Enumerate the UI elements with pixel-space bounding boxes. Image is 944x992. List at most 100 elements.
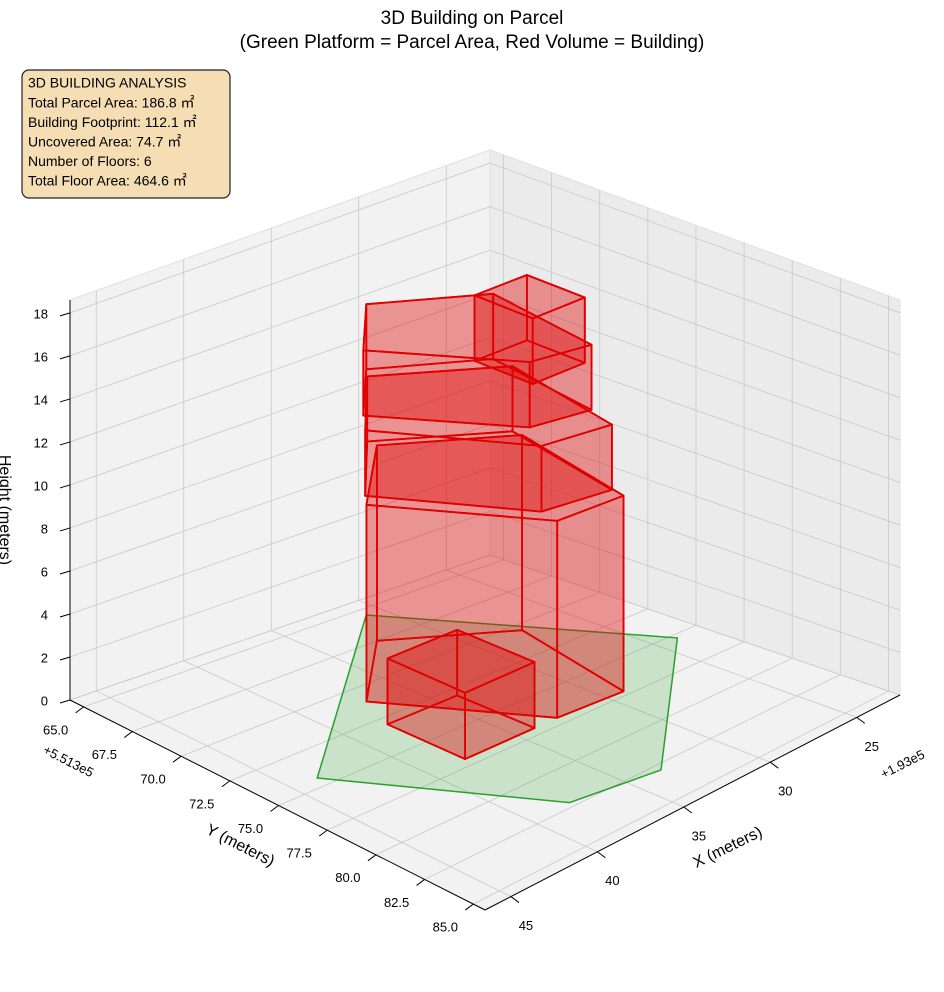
y-tick-label: 77.5 — [287, 846, 312, 861]
info-box — [21, 69, 231, 199]
z-axis-label: Height (meters) — [0, 455, 13, 565]
grid-line — [489, 467, 901, 611]
z-tick — [59, 441, 71, 446]
grid-line — [358, 599, 771, 763]
chart-subtitle: (Green Platform = Parcel Area, Red Volum… — [240, 32, 705, 53]
grid-line — [489, 423, 901, 568]
parcel — [316, 614, 679, 804]
building-volume — [365, 434, 625, 719]
info-line: Uncovered Area: 74.7 ㎡ — [28, 134, 181, 150]
y-tick — [318, 829, 328, 837]
grid-line — [446, 569, 857, 718]
grid-line — [489, 336, 901, 484]
volume-face — [386, 628, 536, 694]
chart-title: 3D Building on Parcel — [381, 8, 564, 29]
grid-line — [424, 674, 841, 880]
grid-line — [69, 336, 491, 486]
volume-face — [473, 274, 586, 320]
grid-line — [69, 380, 491, 529]
x-offset-label: +1.93e5 — [878, 747, 927, 782]
grid-line — [69, 162, 491, 314]
y-tick — [221, 780, 231, 788]
x-tick-label: 35 — [692, 828, 706, 843]
y-tick-label: 80.0 — [335, 870, 360, 885]
y-axis-line — [69, 699, 486, 911]
y-tick-label: 82.5 — [384, 895, 409, 910]
grid-line — [69, 511, 491, 658]
grid-line — [132, 575, 552, 732]
z-tick — [59, 484, 71, 489]
z-tick — [59, 398, 71, 403]
info-line: Number of Floors: 6 — [28, 153, 152, 169]
grid-line — [489, 380, 901, 526]
x-tick-label: 25 — [865, 739, 879, 754]
z-tick-label: 6 — [41, 564, 48, 579]
building-volume — [473, 274, 586, 385]
y-tick — [75, 706, 84, 714]
z-tick — [59, 527, 71, 532]
y-offset-label: +5.513e5 — [41, 742, 96, 780]
x-tick-label: 30 — [778, 784, 792, 799]
grid-line — [489, 554, 901, 696]
grid-line — [180, 592, 600, 757]
grid-line — [489, 162, 901, 314]
grid-line — [489, 293, 901, 441]
grid-line — [489, 249, 901, 399]
x-tick-label: 40 — [605, 873, 619, 888]
grid-line — [69, 249, 491, 400]
y-tick-label: 65.0 — [43, 722, 68, 737]
z-tick-label: 16 — [34, 349, 48, 364]
z-tick-label: 14 — [34, 392, 48, 407]
building-volume — [362, 292, 593, 429]
y-tick-label: 70.0 — [140, 772, 165, 787]
panes — [59, 149, 902, 911]
y-tick — [124, 731, 133, 738]
z-tick-label: 10 — [34, 478, 48, 493]
y-tick-label: 85.0 — [433, 920, 458, 935]
x-tick — [510, 896, 520, 903]
grid-line — [271, 630, 685, 808]
z-tick-label: 2 — [41, 650, 48, 665]
x-tick — [597, 851, 606, 859]
x-tick — [683, 806, 693, 814]
grid-line — [327, 641, 745, 831]
x-tick — [856, 716, 866, 724]
grid-line — [69, 467, 491, 615]
y-tick — [465, 903, 474, 911]
z-tick-label: 0 — [41, 693, 48, 708]
x-tick-label: 45 — [519, 918, 533, 933]
marks — [316, 274, 679, 804]
y-tick — [270, 805, 279, 812]
info-line: 3D BUILDING ANALYSIS — [28, 75, 186, 91]
building-volume — [386, 628, 536, 760]
y-tick — [367, 854, 377, 862]
grid-line — [473, 690, 889, 905]
y-tick — [416, 879, 425, 886]
x-axis-line — [484, 694, 901, 911]
z-tick-label: 12 — [34, 435, 48, 450]
grid-line — [83, 559, 504, 708]
z-tick — [59, 355, 71, 360]
z-tick-label: 4 — [41, 607, 48, 622]
grid-line — [489, 511, 901, 653]
volume-face — [362, 292, 593, 363]
x-tick — [770, 761, 779, 769]
grid-line — [69, 554, 491, 701]
z-tick — [59, 699, 71, 704]
grid-line — [183, 660, 598, 853]
grid-line — [278, 624, 697, 806]
info-line: Total Parcel Area: 186.8 ㎡ — [28, 94, 195, 110]
y-tick — [172, 755, 182, 763]
info-lines: 3D BUILDING ANALYSIS Total Parcel Area: 1… — [28, 75, 197, 189]
z-tick — [59, 613, 71, 618]
y-tick-label: 75.0 — [238, 821, 263, 836]
grid-line — [69, 206, 491, 357]
grid-line — [375, 657, 793, 856]
info-line: Total Floor Area: 464.6 ㎡ — [28, 173, 187, 189]
volume-face — [365, 434, 625, 522]
z-tick — [59, 656, 71, 661]
z-tick-label: 8 — [41, 521, 48, 536]
grid-line — [69, 423, 491, 572]
